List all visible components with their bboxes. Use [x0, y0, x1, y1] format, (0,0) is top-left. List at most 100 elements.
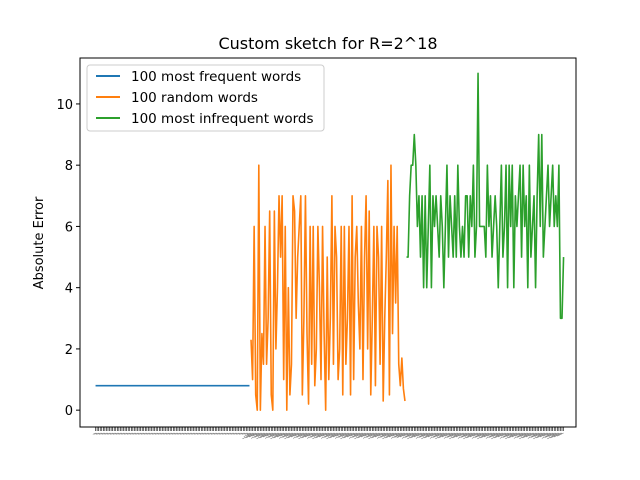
x-tick-label [289, 432, 295, 436]
x-tick-label [254, 432, 264, 438]
x-tick-label [214, 432, 217, 435]
x-tick-label [243, 432, 252, 437]
x-tick-label [270, 432, 283, 440]
x-tick-label [483, 432, 493, 438]
x-tick-label [533, 432, 546, 440]
x-tick-label [449, 432, 462, 440]
x-tick-label [273, 432, 284, 439]
x-tick-label [232, 432, 236, 435]
x-tick-label [382, 432, 395, 440]
x-tick-label [283, 432, 289, 436]
x-tick-label [275, 432, 281, 436]
x-tick-label [438, 432, 449, 439]
x-tick-label [406, 432, 412, 436]
x-tick-label [278, 432, 291, 439]
legend-label-3: 100 most infrequent words [131, 111, 314, 127]
x-tick-label [471, 432, 483, 439]
x-tick-label [334, 432, 346, 439]
x-tick-label [247, 432, 253, 436]
x-tick-label [481, 432, 488, 436]
x-tick-label [112, 432, 116, 435]
x-tick-label [378, 432, 385, 437]
series-layer [95, 72, 565, 411]
x-tick-label [257, 432, 266, 437]
x-tick-label [497, 432, 507, 438]
x-tick-label [338, 432, 348, 438]
x-tick-label [453, 432, 460, 436]
x-tick-label [95, 432, 99, 435]
x-tick-label [439, 432, 446, 436]
x-tick-label [350, 432, 357, 437]
x-tick-label [410, 432, 421, 439]
x-tick-label [282, 432, 292, 438]
x-tick-label [234, 432, 238, 435]
x-tick-label [210, 432, 214, 435]
x-tick-label [359, 432, 365, 436]
x-tick-label [331, 432, 337, 436]
x-tick-label [92, 432, 96, 435]
x-tick-label [360, 432, 370, 438]
x-tick-label [329, 432, 340, 439]
x-tick-label [322, 432, 329, 437]
x-tick-label [224, 432, 228, 435]
x-tick-label [114, 432, 118, 435]
x-tick-label [182, 432, 186, 435]
x-tick-label [399, 432, 409, 438]
x-tick-label [518, 432, 524, 436]
x-tick-label [173, 432, 177, 435]
x-tick-label [473, 432, 480, 437]
x-tick-label [462, 432, 468, 436]
x-tick-label [108, 432, 112, 435]
x-tick-label [238, 432, 242, 435]
x-tick-label [209, 432, 213, 435]
x-tick-label [148, 432, 152, 435]
x-tick-label [450, 432, 458, 437]
x-tick-label [150, 432, 154, 435]
x-tick-label [385, 432, 396, 439]
x-tick-label [333, 432, 342, 438]
x-tick-label [421, 432, 434, 440]
x-tick-label [164, 432, 168, 435]
x-tick-label [111, 432, 115, 435]
x-tick-label [327, 432, 336, 437]
x-tick-label [362, 432, 374, 439]
x-tick-label [543, 432, 550, 437]
x-tick-label [492, 432, 500, 437]
x-tick-label [223, 432, 227, 435]
x-tick-label [433, 432, 443, 438]
x-tick-label [411, 432, 418, 436]
x-tick-label [427, 432, 437, 438]
x-tick-label [547, 432, 560, 440]
x-tick-label [371, 432, 382, 439]
x-tick-label [315, 432, 326, 439]
x-tick-label [240, 432, 244, 435]
x-tick-label [536, 432, 547, 439]
x-tick-label [467, 432, 474, 436]
x-tick-label [195, 432, 199, 435]
x-tick-label [397, 432, 406, 437]
x-tick-label [308, 432, 315, 437]
legend-box [86, 64, 325, 132]
x-tick-label [345, 432, 351, 436]
x-tick-label [457, 432, 469, 439]
x-tick-label [277, 432, 286, 438]
x-tick-label [523, 432, 530, 436]
y-axis-label: Absolute Error [32, 196, 47, 289]
x-tick-label [243, 432, 247, 435]
x-tick-label [394, 432, 404, 438]
x-tick-label [436, 432, 444, 437]
x-tick-label [466, 432, 477, 439]
x-tick-label [506, 432, 514, 437]
y-tick-label: 10 [56, 98, 73, 113]
x-tick-label [168, 432, 172, 435]
x-tick-label [128, 432, 132, 435]
x-tick-label [355, 432, 364, 437]
y-tick-label: 2 [65, 343, 73, 358]
x-tick-label [266, 432, 273, 437]
x-tick-label [373, 432, 379, 436]
x-axis-ticks [92, 427, 564, 440]
x-tick-label [387, 432, 393, 436]
x-tick-label [179, 432, 183, 435]
x-tick-label [134, 432, 138, 435]
